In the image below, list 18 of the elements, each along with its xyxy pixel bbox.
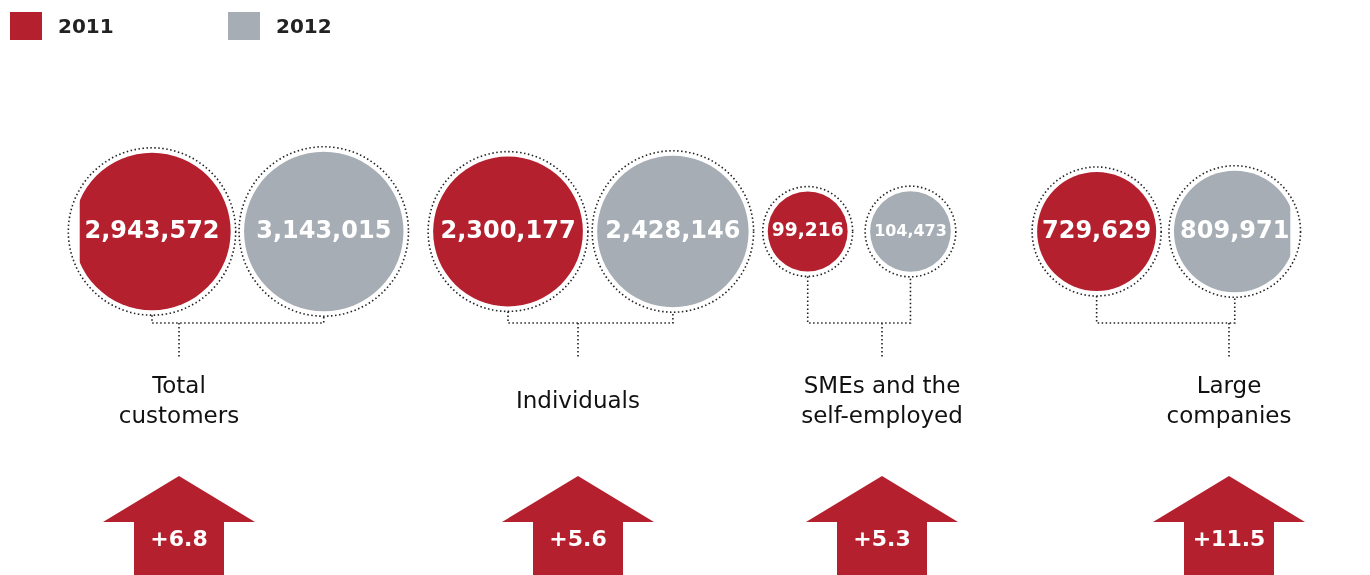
data-label: 3,143,015 [256, 215, 392, 244]
data-label: 99,216 [771, 219, 844, 241]
category-label: SMEs and the self-employed [800, 371, 964, 430]
text: +5.6 [548, 526, 608, 551]
text: +11.5 [1191, 526, 1267, 551]
category-label: Individuals [515, 386, 641, 415]
data-label: 729,629 [1041, 215, 1152, 244]
category-label: Large companies [1165, 371, 1293, 430]
data-label: 809,971 [1180, 215, 1290, 244]
legend-label: 2012 [276, 14, 332, 38]
text: +6.8 [149, 526, 209, 551]
data-label: 2,300,177 [440, 215, 576, 244]
data-label: 2,428,146 [605, 215, 741, 244]
data-label: 2,943,572 [84, 215, 220, 244]
category-label: Total customers [117, 371, 241, 430]
data-label: 104,473 [874, 220, 947, 240]
legend-label: 2011 [58, 14, 114, 38]
text: +5.3 [852, 526, 912, 551]
